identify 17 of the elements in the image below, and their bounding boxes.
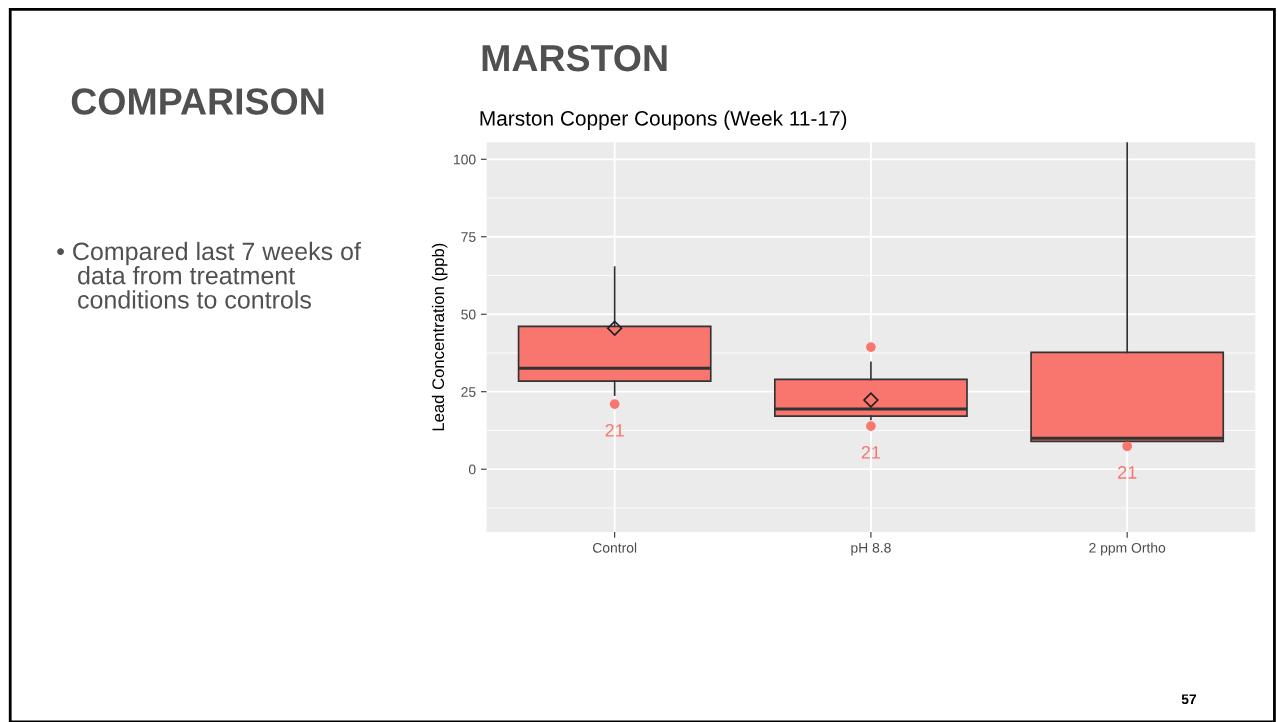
y-tick-label: 50 <box>461 309 476 320</box>
text: 57 <box>1181 694 1197 705</box>
text: • Compared last 7 weeks of data from treatment conditions to controls <box>57 241 361 309</box>
y-tick-label: 25 <box>461 387 476 397</box>
annotation: 21 <box>861 445 881 459</box>
y-axis-title: Lead Concentration (ppb) <box>431 243 448 431</box>
x-tick-label: Control <box>592 542 637 553</box>
y-tick-label: 100 <box>454 154 476 165</box>
annotation: 21 <box>1118 466 1137 479</box>
y-tick-label: 75 <box>461 232 476 242</box>
text: COMPARISON <box>71 88 324 115</box>
chart-title: Marston Copper Coupons (Week 11-17) <box>480 110 847 130</box>
x-tick-label: pH 8.8 <box>851 542 891 556</box>
annotation: 21 <box>605 423 624 437</box>
y-tick-label: 0 <box>468 464 476 475</box>
x-tick-label: 2 ppm Ortho <box>1089 542 1166 556</box>
text: MARSTON <box>482 44 667 72</box>
